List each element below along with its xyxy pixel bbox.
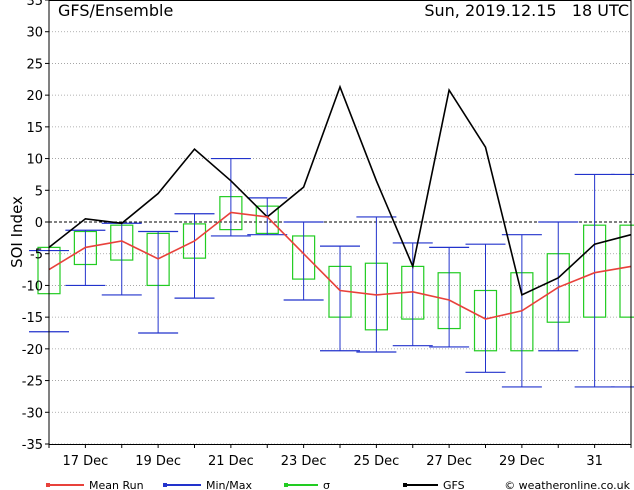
y-tick-label: -20 [22,343,43,358]
y-tick-label: -30 [22,406,43,421]
legend-label-mean-run: Mean Run [89,479,144,490]
y-tick-label: -35 [22,438,43,453]
y-tick-label: -25 [22,375,43,390]
x-tick-label: 23 Dec [281,454,327,469]
y-axis-ticks: -35 -30 -25 -20 -15 -10 -5 0 5 10 15 20 25 30 35 [22,0,49,453]
y-tick-label: 25 [26,57,43,72]
legend-marker-sigma [284,483,288,487]
x-axis-ticks: 17 Dec 19 Dec 21 Dec 23 Dec 25 Dec 27 Dec 29 D… [48,444,632,469]
y-tick-label: 0 [35,216,43,231]
x-tick-label: 29 Dec [499,454,545,469]
x-tick-label: 27 Dec [426,454,472,469]
y-tick-label: 20 [26,89,43,104]
legend-marker-minmax [163,483,167,487]
legend-marker-mean-run [46,483,50,487]
y-tick-label: 15 [26,121,43,136]
chart-title: GFS/Ensemble [58,1,173,20]
x-tick-label: 31 [586,454,603,469]
legend: Mean Run Min/Max σ GFS © weatheronline.c… [46,479,631,490]
watermark: © weatheronline.co.uk [504,479,630,490]
y-axis-label: SOI Index [8,196,26,268]
x-tick-label: 25 Dec [353,454,399,469]
x-tick-label: 17 Dec [62,454,108,469]
y-tick-label: -15 [22,311,43,326]
legend-label-minmax: Min/Max [206,479,252,490]
y-tick-label: 10 [26,153,43,168]
y-tick-label: -5 [30,248,43,263]
legend-label-sigma: σ [323,479,330,490]
sigma-box [619,224,634,318]
y-tick-label: 35 [26,0,43,9]
legend-label-gfs: GFS [443,479,465,490]
y-tick-label: 30 [26,26,43,41]
sigma-boxes [37,196,634,352]
legend-marker-gfs [403,483,407,487]
mean-run-line [48,211,632,320]
gfs-line [48,84,632,297]
x-tick-label: 19 Dec [135,454,181,469]
x-tick-label: 21 Dec [208,454,254,469]
minmax-bars [29,157,634,388]
run-label: Sun, 2019.12.15 18 UTC [424,1,629,20]
y-tick-label: -10 [22,279,43,294]
y-tick-label: 5 [35,184,43,199]
